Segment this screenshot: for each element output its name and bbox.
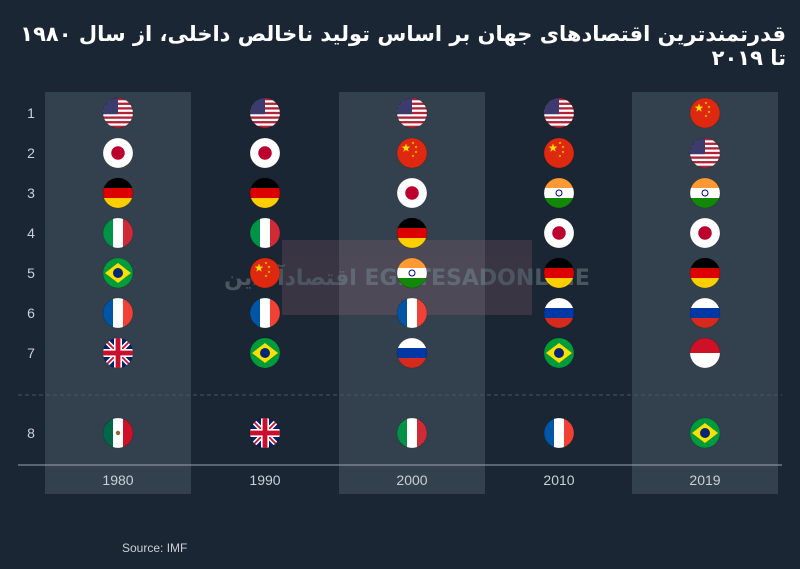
mexico-flag-icon: Mexico — [102, 417, 134, 449]
india-flag-icon: India — [396, 257, 428, 289]
indonesia-flag-icon: Indonesia — [689, 337, 721, 369]
year-label-2010: 2010 — [543, 472, 574, 488]
rank-label: 7 — [27, 345, 35, 361]
year-label-2019: 2019 — [689, 472, 720, 488]
brazil-flag-icon: Brazil — [249, 337, 281, 369]
us-flag-icon: United States — [543, 97, 575, 129]
russia-flag-icon: Russia — [689, 297, 721, 329]
italy-flag-icon: Italy — [396, 417, 428, 449]
china-flag-icon: China — [689, 97, 721, 129]
uk-flag-icon: United Kingdom — [249, 417, 281, 449]
germany-flag-icon: Germany — [689, 257, 721, 289]
russia-flag-icon: Russia — [543, 297, 575, 329]
rank-label: 4 — [27, 225, 35, 241]
china-flag-icon: China — [396, 137, 428, 169]
japan-flag-icon: Japan — [543, 217, 575, 249]
rank-label: 8 — [27, 425, 35, 441]
germany-flag-icon: Germany — [543, 257, 575, 289]
us-flag-icon: United States — [396, 97, 428, 129]
india-flag-icon: India — [689, 177, 721, 209]
us-flag-icon: United States — [102, 97, 134, 129]
brazil-flag-icon: Brazil — [689, 417, 721, 449]
rank-label: 1 — [27, 105, 35, 121]
source-note: Source: IMF — [122, 541, 188, 555]
chart-title: قدرتمندترین اقتصادهای جهان بر اساس تولید… — [20, 22, 786, 70]
italy-flag-icon: Italy — [102, 217, 134, 249]
japan-flag-icon: Japan — [102, 137, 134, 169]
germany-flag-icon: Germany — [102, 177, 134, 209]
japan-flag-icon: Japan — [689, 217, 721, 249]
france-flag-icon: France — [543, 417, 575, 449]
italy-flag-icon: Italy — [249, 217, 281, 249]
china-flag-icon: China — [543, 137, 575, 169]
brazil-flag-icon: Brazil — [543, 337, 575, 369]
us-flag-icon: United States — [249, 97, 281, 129]
russia-flag-icon: Russia — [396, 337, 428, 369]
year-label-1990: 1990 — [249, 472, 280, 488]
rank-label: 3 — [27, 185, 35, 201]
china-flag-icon: China — [249, 257, 281, 289]
france-flag-icon: France — [249, 297, 281, 329]
japan-flag-icon: Japan — [249, 137, 281, 169]
germany-flag-icon: Germany — [249, 177, 281, 209]
germany-flag-icon: Germany — [396, 217, 428, 249]
rank-label: 6 — [27, 305, 35, 321]
rank-label: 2 — [27, 145, 35, 161]
japan-flag-icon: Japan — [396, 177, 428, 209]
year-label-1980: 1980 — [102, 472, 133, 488]
brazil-flag-icon: Brazil — [102, 257, 134, 289]
year-label-2000: 2000 — [396, 472, 427, 488]
france-flag-icon: France — [396, 297, 428, 329]
us-flag-icon: United States — [689, 137, 721, 169]
india-flag-icon: India — [543, 177, 575, 209]
france-flag-icon: France — [102, 297, 134, 329]
rank-label: 5 — [27, 265, 35, 281]
uk-flag-icon: United Kingdom — [102, 337, 134, 369]
